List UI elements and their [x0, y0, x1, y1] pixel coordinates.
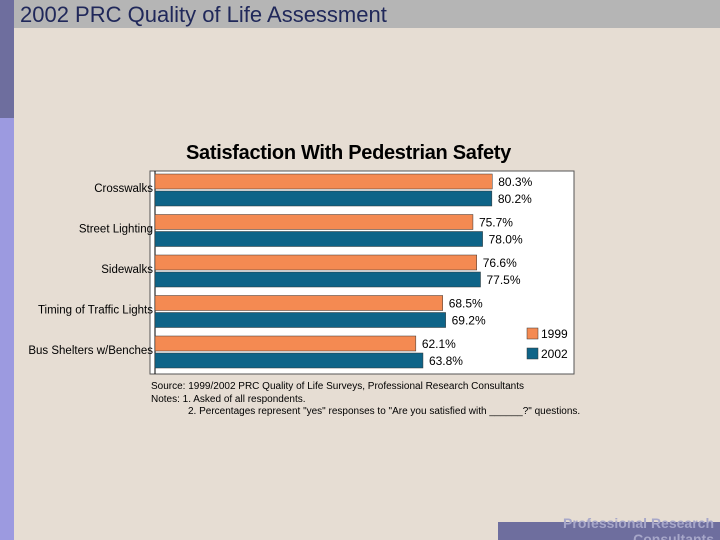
chart-note-2: 2. Percentages represent "yes" responses…	[188, 406, 581, 417]
bar-2002-4	[154, 352, 424, 369]
legend-label-2002: 2002	[541, 347, 568, 361]
legend-label-1999: 1999	[541, 327, 568, 341]
category-label: Timing of Traffic Lights	[38, 305, 153, 317]
value-label-1999: 68.5%	[449, 297, 483, 311]
chart-note-1: Notes: 1. Asked of all respondents.	[151, 393, 306, 405]
legend: 1999 2002	[526, 327, 568, 361]
value-label-1999: 80.3%	[498, 175, 532, 189]
left-accent-strip-dark	[0, 0, 14, 118]
bar-2002-3	[154, 312, 446, 328]
bar-1999-3	[154, 295, 443, 311]
category-label: Street Lighting	[79, 224, 153, 236]
bar-1999-4	[154, 335, 417, 352]
bar-2002-0	[154, 190, 493, 207]
footer-band	[498, 522, 720, 540]
chart-source: Source: 1999/2002 PRC Quality of Life Su…	[151, 381, 524, 392]
bars-group	[154, 173, 493, 369]
title-bar: 2002 PRC Quality of Life Assessment	[0, 0, 720, 28]
category-label: Crosswalks	[94, 183, 153, 195]
slide-title: 2002 PRC Quality of Life Assessment	[20, 2, 387, 27]
category-label: Sidewalks	[101, 264, 153, 276]
value-label-1999: 62.1%	[422, 337, 456, 351]
value-label-2002: 77.5%	[487, 273, 521, 287]
bar-2002-1	[154, 231, 483, 247]
chart-notes: Source: 1999/2002 PRC Quality of Life Su…	[151, 381, 580, 419]
bar-1999-0	[154, 173, 493, 190]
value-label-1999: 75.7%	[479, 216, 513, 230]
bar-1999-2	[154, 254, 477, 271]
value-labels-group: 80.3% 80.2% 75.7% 78.0% 76.6% 77.5% 68.5% 69.2%…	[422, 175, 533, 368]
legend-swatch-1999	[526, 327, 539, 340]
chart-title: Satisfaction With Pedestrian Safety	[186, 142, 511, 164]
value-label-2002: 78.0%	[489, 233, 523, 247]
left-accent-strip-light	[0, 118, 14, 540]
value-label-1999: 76.6%	[483, 256, 517, 270]
bar-2002-2	[154, 271, 481, 288]
category-label: Bus Shelters w/Benches	[28, 345, 153, 357]
value-label-2002: 63.8%	[429, 354, 463, 368]
value-label-2002: 69.2%	[452, 314, 486, 328]
value-label-2002: 80.2%	[498, 192, 532, 206]
legend-swatch-2002	[526, 347, 539, 360]
bar-1999-1	[154, 214, 474, 230]
footer-brand: Professional Research Consultants	[563, 515, 714, 540]
category-labels-group: Crosswalks Street Lighting Sidewalks Timing…	[28, 183, 153, 357]
